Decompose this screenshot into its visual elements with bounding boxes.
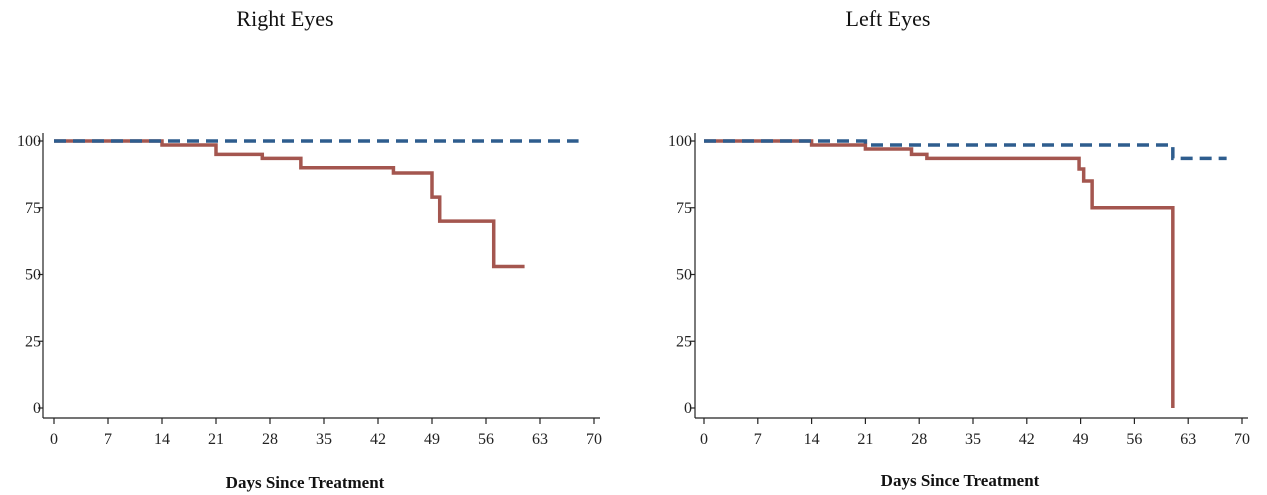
x-tick-label: 7 [754,431,762,448]
y-tick-label: 75 [676,200,692,217]
chart-right-eyes: Right Eyes 0 25 50 75 100 0 7 14 21 28 35 42 49 56 63 7… [0,0,620,495]
x-tick-label: 63 [1180,431,1196,448]
x-tick-label: 70 [586,431,602,448]
chart-left-eyes: Left Eyes 0 25 50 75 100 0 7 14 21 28 35 42 49 56 63 70… [640,0,1267,495]
x-tick-label: 21 [208,431,224,448]
x-tick-label: 42 [1019,431,1035,448]
y-tick-label: 0 [33,400,41,417]
x-axis-label: Days Since Treatment [881,471,1040,490]
x-axis-label: Days Since Treatment [226,473,385,492]
x-tick-label: 21 [857,431,873,448]
series-line-solid [704,139,1175,408]
x-tick-label: 28 [262,431,278,448]
x-tick-label: 14 [154,431,170,448]
x-tick-label: 70 [1234,431,1250,448]
x-tick-label: 35 [965,431,981,448]
chart-title: Right Eyes [236,6,334,31]
y-tick-label: 0 [684,400,692,417]
x-tick-label: 35 [316,431,332,448]
x-tick-label: 56 [1126,431,1142,448]
series-line-dashed [704,139,1227,161]
x-tick-label: 49 [1073,431,1089,448]
y-tick-label: 25 [676,333,692,350]
y-tick-label: 50 [676,267,692,284]
x-tick-label: 56 [478,431,494,448]
y-tick-label: 25 [25,333,41,350]
x-tick-label: 42 [370,431,386,448]
y-tick-label: 100 [668,133,692,150]
x-tick-label: 28 [911,431,927,448]
x-tick-label: 49 [424,431,440,448]
x-tick-label: 7 [104,431,112,448]
y-tick-label: 75 [25,200,41,217]
chart-title: Left Eyes [845,6,931,31]
series-line-solid [54,139,525,269]
x-tick-label: 63 [532,431,548,448]
chart-svg: 0 25 50 75 100 0 7 14 21 28 35 42 49 56 63 70 Days Since… [17,133,602,492]
chart-svg: 0 25 50 75 100 0 7 14 21 28 35 42 49 56 63 70 Days Since… [668,133,1250,490]
y-tick-label: 50 [25,267,41,284]
x-tick-label: 0 [700,431,708,448]
x-tick-label: 0 [50,431,58,448]
y-tick-label: 100 [17,133,41,150]
x-tick-label: 14 [804,431,820,448]
